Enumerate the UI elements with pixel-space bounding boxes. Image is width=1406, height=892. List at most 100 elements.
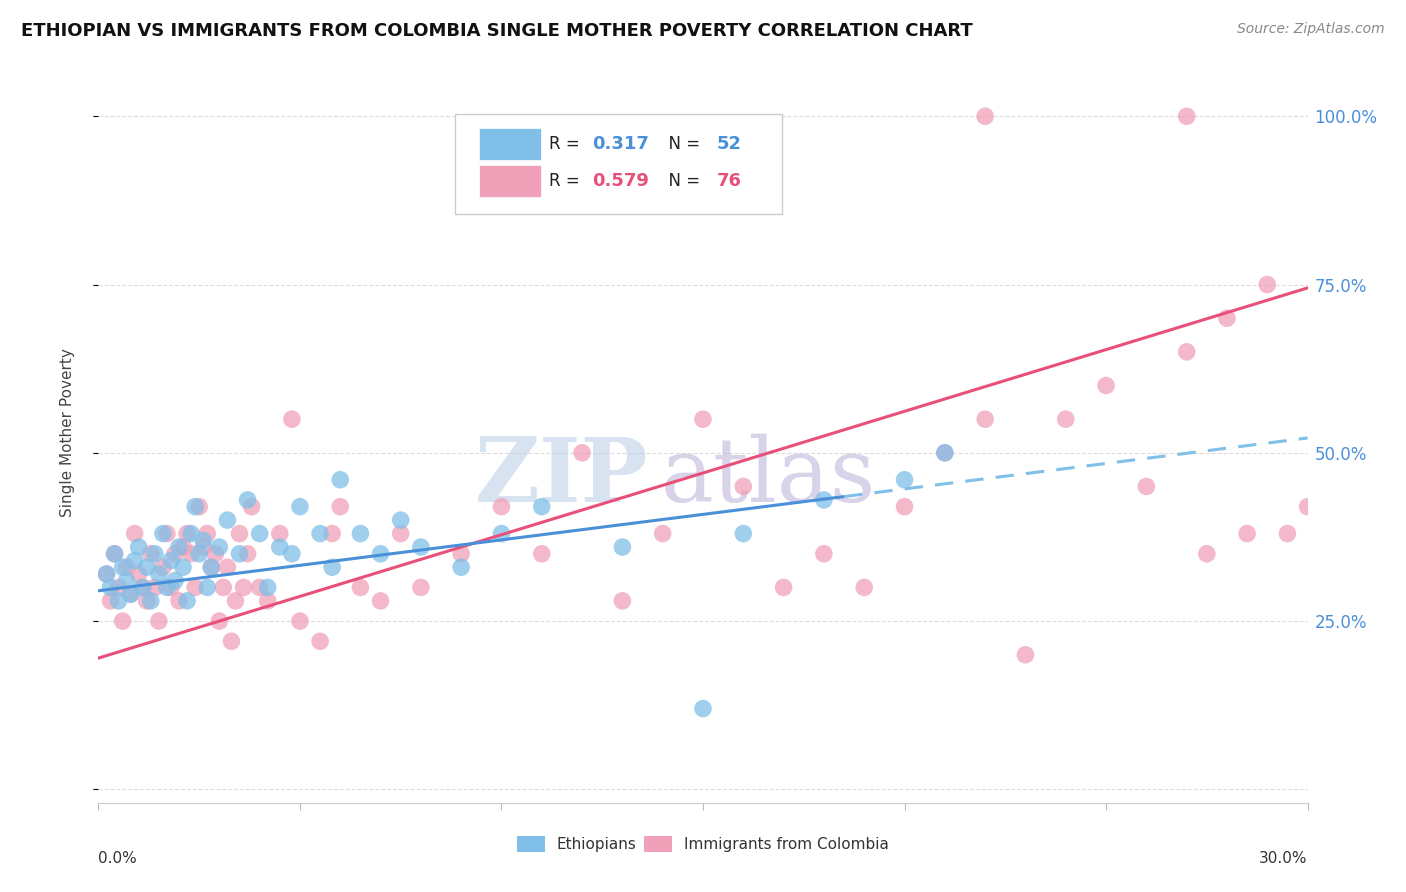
Point (1014, 648, 1036, 662)
Point (321, 526, 343, 541)
Point (409, 581, 432, 595)
FancyBboxPatch shape (479, 165, 541, 197)
Point (1236, 526, 1258, 541)
Point (96, 566, 118, 581)
Point (148, 614, 170, 628)
Point (172, 560, 194, 574)
Text: N =: N = (658, 135, 706, 153)
Point (1216, 311, 1239, 326)
Point (156, 581, 179, 595)
Point (853, 581, 876, 595)
Point (111, 614, 134, 628)
Point (571, 446, 593, 460)
Point (733, 526, 755, 541)
Point (450, 547, 472, 561)
Point (204, 547, 226, 561)
Point (349, 526, 371, 541)
Point (1256, 277, 1278, 292)
Point (813, 492, 835, 507)
Point (651, 526, 673, 541)
Text: ETHIOPIAN VS IMMIGRANTS FROM COLOMBIA SINGLE MOTHER POVERTY CORRELATION CHART: ETHIOPIAN VS IMMIGRANTS FROM COLOMBIA SI… (21, 22, 973, 40)
Point (128, 540, 150, 554)
Text: 52: 52 (716, 135, 741, 153)
Point (111, 560, 134, 574)
Point (100, 594, 122, 608)
Point (100, 581, 122, 595)
Point (148, 566, 170, 581)
Point (152, 526, 174, 541)
Text: atlas: atlas (661, 434, 876, 521)
Point (409, 540, 432, 554)
Point (103, 547, 125, 561)
Legend: Ethiopians, Immigrants from Colombia: Ethiopians, Immigrants from Colombia (510, 830, 896, 858)
Point (1175, 109, 1198, 123)
Point (132, 581, 155, 595)
Point (152, 560, 174, 574)
Text: ZIP: ZIP (475, 434, 648, 521)
Point (107, 581, 129, 595)
Point (240, 500, 263, 514)
Point (1095, 378, 1118, 392)
Point (96, 566, 118, 581)
Y-axis label: Single Mother Poverty: Single Mother Poverty (60, 348, 75, 517)
Text: R =: R = (550, 135, 585, 153)
Point (530, 547, 553, 561)
Point (1175, 344, 1198, 359)
Point (329, 500, 352, 514)
Point (139, 547, 162, 561)
Point (256, 581, 278, 595)
Point (236, 547, 259, 561)
Point (156, 526, 179, 541)
Point (103, 547, 125, 561)
Point (172, 540, 194, 554)
Point (184, 581, 207, 595)
Point (163, 574, 186, 588)
Point (974, 412, 997, 426)
Point (612, 540, 634, 554)
Point (217, 560, 239, 574)
Text: 30.0%: 30.0% (1260, 851, 1308, 866)
Text: 0.0%: 0.0% (98, 851, 138, 866)
Point (132, 581, 155, 595)
Point (180, 547, 202, 561)
Point (329, 473, 352, 487)
Point (120, 587, 142, 601)
Point (893, 473, 915, 487)
Point (281, 412, 304, 426)
Point (143, 547, 166, 561)
Point (124, 526, 146, 541)
Point (1135, 479, 1157, 493)
Point (143, 581, 166, 595)
Point (1277, 526, 1299, 541)
Point (124, 553, 146, 567)
Point (188, 500, 211, 514)
Point (160, 581, 183, 595)
Text: 0.579: 0.579 (592, 172, 648, 190)
Point (1296, 500, 1319, 514)
Point (249, 581, 271, 595)
Point (491, 500, 513, 514)
Point (228, 526, 250, 541)
Point (269, 540, 291, 554)
Point (934, 446, 956, 460)
Point (115, 574, 138, 588)
Point (180, 526, 202, 541)
Point (167, 540, 190, 554)
FancyBboxPatch shape (479, 128, 541, 161)
Point (491, 526, 513, 541)
Point (256, 594, 278, 608)
Point (188, 547, 211, 561)
Point (974, 109, 997, 123)
Point (349, 581, 371, 595)
Point (692, 412, 714, 426)
Point (288, 500, 311, 514)
Point (208, 540, 231, 554)
Point (236, 492, 259, 507)
Point (530, 500, 553, 514)
Point (389, 513, 412, 527)
Point (195, 526, 218, 541)
Point (115, 560, 138, 574)
Point (450, 560, 472, 574)
Point (176, 526, 198, 541)
Point (1195, 547, 1218, 561)
